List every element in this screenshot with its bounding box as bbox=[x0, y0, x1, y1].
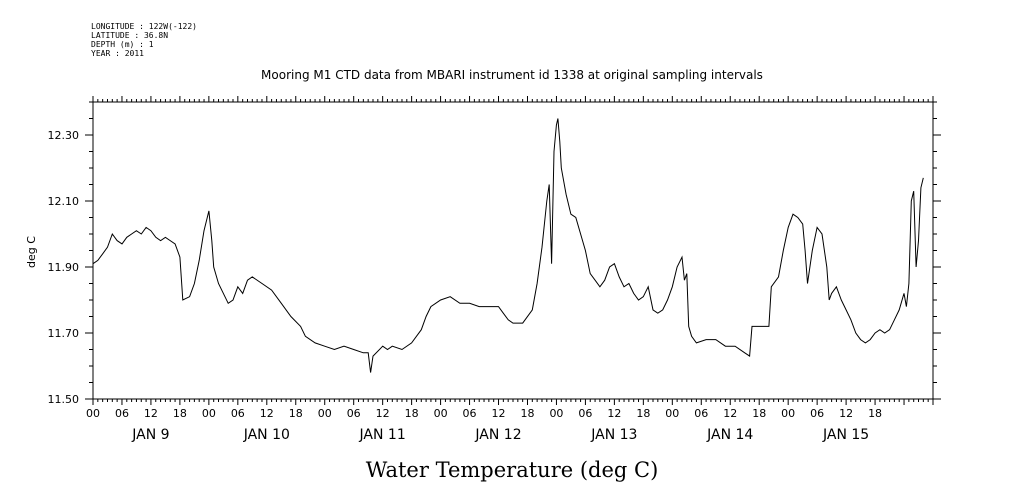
chart-title: Mooring M1 CTD data from MBARI instrumen… bbox=[261, 68, 763, 82]
x-tick-label: 00 bbox=[86, 407, 100, 420]
x-tick-label: 18 bbox=[520, 407, 534, 420]
x-tick-label: 12 bbox=[260, 407, 274, 420]
x-tick-label: 00 bbox=[318, 407, 332, 420]
day-label: JAN 11 bbox=[359, 427, 406, 443]
day-label: JAN 10 bbox=[243, 427, 290, 443]
x-tick-label: 12 bbox=[607, 407, 621, 420]
y-tick-label: 12.30 bbox=[48, 129, 80, 142]
day-label: JAN 15 bbox=[822, 427, 869, 443]
year-label: YEAR : 2011 bbox=[91, 49, 144, 58]
y-tick-labels: 11.50 11.70 11.90 12.10 12.30 bbox=[48, 129, 80, 406]
x-tick-label: 12 bbox=[492, 407, 506, 420]
x-tick-label: 00 bbox=[665, 407, 679, 420]
day-label: JAN 14 bbox=[706, 427, 753, 443]
x-tick-label: 12 bbox=[723, 407, 737, 420]
x-axis-label: Water Temperature (deg C) bbox=[366, 458, 659, 482]
x-tick-label: 06 bbox=[347, 407, 361, 420]
x-tick-label: 06 bbox=[115, 407, 129, 420]
y-tick-label: 11.90 bbox=[48, 261, 80, 274]
plot-frame bbox=[92, 101, 934, 400]
x-tick-label: 06 bbox=[578, 407, 592, 420]
x-tick-label: 00 bbox=[202, 407, 216, 420]
metadata-block: LONGITUDE : 122W(-122) LATITUDE : 36.8N … bbox=[91, 22, 197, 58]
x-tick-label: 18 bbox=[636, 407, 650, 420]
day-labels: JAN 9 JAN 10 JAN 11 JAN 12 JAN 13 JAN 14 JAN 1… bbox=[131, 427, 869, 443]
x-tick-label: 18 bbox=[405, 407, 419, 420]
x-tick-label: 00 bbox=[434, 407, 448, 420]
latitude-label: LATITUDE : 36.8N bbox=[91, 31, 169, 40]
y-tick-label: 12.10 bbox=[48, 195, 80, 208]
x-tick-label: 12 bbox=[144, 407, 158, 420]
day-label: JAN 9 bbox=[131, 427, 169, 443]
x-tick-label: 06 bbox=[463, 407, 477, 420]
x-tick-label: 18 bbox=[289, 407, 303, 420]
day-label: JAN 13 bbox=[590, 427, 637, 443]
day-label: JAN 12 bbox=[474, 427, 521, 443]
x-tick-label: 06 bbox=[231, 407, 245, 420]
x-hour-labels: 00 06 12 18 00 06 12 18 00 06 12 18 00 06 12 18 00 06 12 18… bbox=[86, 407, 882, 420]
x-tick-label: 12 bbox=[376, 407, 390, 420]
depth-label: DEPTH (m) : 1 bbox=[91, 40, 154, 49]
y-axis-label: deg C bbox=[25, 236, 38, 268]
x-tick-label: 18 bbox=[173, 407, 187, 420]
axis-ticks bbox=[85, 96, 941, 405]
x-tick-label: 06 bbox=[810, 407, 824, 420]
longitude-label: LONGITUDE : 122W(-122) bbox=[91, 22, 197, 31]
x-tick-label: 12 bbox=[839, 407, 853, 420]
y-tick-label: 11.70 bbox=[48, 327, 80, 340]
x-tick-label: 06 bbox=[694, 407, 708, 420]
series-line bbox=[92, 118, 924, 373]
y-tick-label: 11.50 bbox=[48, 393, 80, 406]
x-tick-label: 18 bbox=[752, 407, 766, 420]
x-tick-label: 00 bbox=[781, 407, 795, 420]
x-tick-label: 00 bbox=[549, 407, 563, 420]
x-tick-label: 18 bbox=[868, 407, 882, 420]
